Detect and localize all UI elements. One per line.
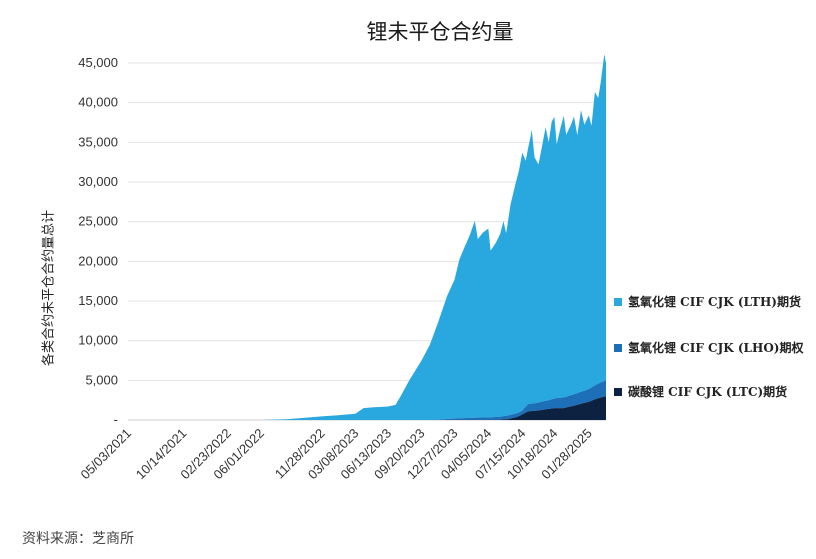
x-tick-label-0: 05/03/2021 <box>77 426 134 483</box>
legend-swatch-lth <box>614 297 622 306</box>
x-axis-ticks: 05/03/202110/14/202102/23/202206/01/2022… <box>77 426 594 483</box>
legend-item-ltc: 碳酸锂 CIF CJK (LTC)期货 <box>614 383 816 400</box>
area-series-2 <box>128 396 606 420</box>
legend-label-ltc: 碳酸锂 CIF CJK (LTC)期货 <box>628 385 788 399</box>
y-tick-label-35000: 35,000 <box>78 134 118 149</box>
y-tick-label-0: - <box>114 412 118 427</box>
area-series <box>128 54 606 420</box>
legend-swatch-ltc <box>614 387 622 396</box>
source-note: 资料来源：芝商所 <box>22 531 134 547</box>
legend-item-lth: 氢氧化锂 CIF CJK (LTH)期货 <box>614 293 816 310</box>
y-axis-ticks: - 5,000 10,000 15,000 20,000 25,000 30,000 35,0… <box>78 55 118 427</box>
chart-title: 锂未平仓合约量 <box>366 20 514 44</box>
y-tick-label-10000: 10,000 <box>78 333 118 348</box>
y-tick-label-30000: 30,000 <box>78 174 118 189</box>
legend-label-lho: 氢氧化锂 CIF CJK (LHO)期权 <box>628 341 804 355</box>
y-tick-label-15000: 15,000 <box>78 293 118 308</box>
y-tick-label-40000: 40,000 <box>78 95 118 110</box>
legend-swatch-lho <box>614 343 622 352</box>
y-tick-label-20000: 20,000 <box>78 253 118 268</box>
legend-item-lho: 氢氧化锂 CIF CJK (LHO)期权 <box>614 339 816 356</box>
y-tick-label-25000: 25,000 <box>78 214 118 229</box>
y-tick-label-45000: 45,000 <box>78 55 118 70</box>
area-series-0 <box>128 54 606 420</box>
y-tick-label-5000: 5,000 <box>85 372 118 387</box>
legend-label-lth: 氢氧化锂 CIF CJK (LTH)期货 <box>628 295 801 309</box>
